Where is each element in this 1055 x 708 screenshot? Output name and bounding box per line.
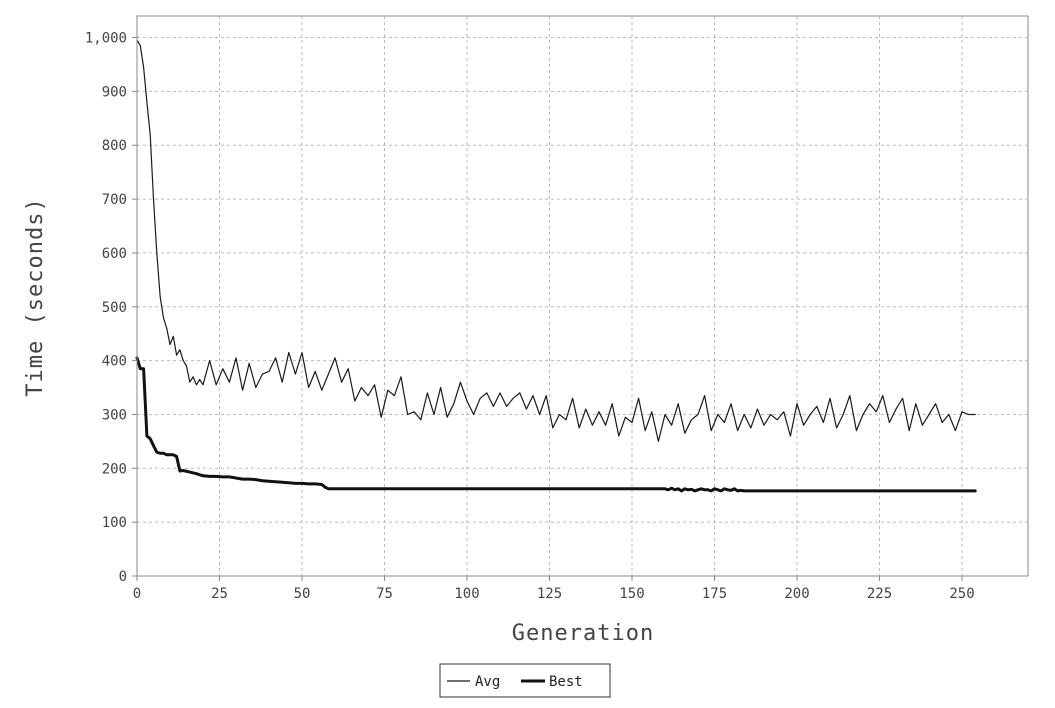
x-tick-label: 200 xyxy=(784,586,809,602)
series-line-avg xyxy=(136,39,976,442)
y-tick-label: 700 xyxy=(102,192,127,208)
y-tick-label: 0 xyxy=(119,569,127,585)
x-axis-title: Generation xyxy=(512,621,654,646)
y-tick-label: 600 xyxy=(102,246,127,262)
axes xyxy=(132,16,1028,581)
x-tick-label: 175 xyxy=(702,586,727,602)
y-tick-label: 1,000 xyxy=(85,31,127,47)
y-tick-label: 300 xyxy=(102,407,127,423)
x-tick-label: 225 xyxy=(867,586,892,602)
x-tick-label: 150 xyxy=(619,586,644,602)
x-tick-label: 75 xyxy=(376,586,393,602)
x-tick-label: 125 xyxy=(537,586,562,602)
x-tick-label: 0 xyxy=(133,586,141,602)
y-tick-label: 800 xyxy=(102,138,127,154)
y-tick-label: 400 xyxy=(102,354,127,370)
x-tick-label: 50 xyxy=(294,586,311,602)
legend-label-avg: Avg xyxy=(475,674,500,690)
x-tick-label: 100 xyxy=(454,586,479,602)
x-tick-label: 250 xyxy=(949,586,974,602)
legend-label-best: Best xyxy=(549,674,583,690)
y-axis-title: Time (seconds) xyxy=(23,197,48,396)
legend: Avg Best xyxy=(439,663,611,698)
x-tick-label: 25 xyxy=(211,586,228,602)
y-tick-label: 100 xyxy=(102,515,127,531)
series-group xyxy=(135,39,977,493)
y-tick-label: 900 xyxy=(102,84,127,100)
tick-labels: 0 25 50 75 100 125 150 175 200 225 250 0 100 200 300 40… xyxy=(85,31,975,602)
y-tick-label: 200 xyxy=(102,461,127,477)
y-tick-label: 500 xyxy=(102,300,127,316)
series-line-best xyxy=(135,356,977,493)
